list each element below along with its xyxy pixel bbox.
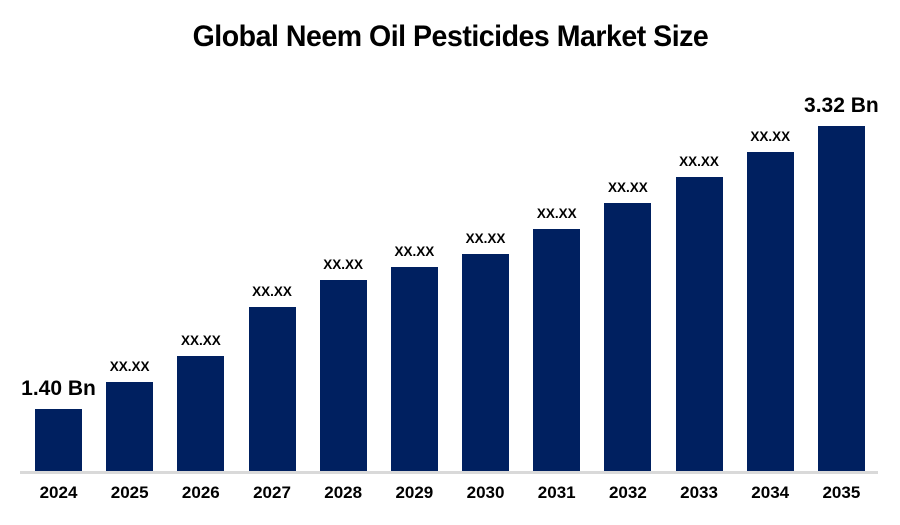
bar-2035: [817, 126, 865, 471]
value-label-2031: XX.XX: [536, 205, 577, 221]
x-axis-line: [20, 471, 878, 474]
x-axis-label-2027: 2027: [253, 483, 291, 502]
bar-2031: [533, 229, 581, 471]
bar-column-2030: XX.XX: [462, 230, 510, 471]
bar-2025: [106, 382, 154, 471]
bar-column-2031: XX.XX: [533, 205, 581, 471]
chart-title-wrap: Global Neem Oil Pesticides Market Size: [0, 20, 900, 54]
x-axis-label-2029: 2029: [395, 483, 434, 502]
value-label-2024: 1.40 Bn: [21, 377, 96, 400]
x-axis-label-2028: 2028: [324, 483, 363, 502]
value-label-2034: XX.XX: [750, 128, 791, 144]
bar-column-2027: XX.XX: [248, 283, 296, 471]
x-axis-label-2025: 2025: [110, 483, 149, 502]
value-label-2028: XX.XX: [323, 256, 364, 272]
bar-column-2025: XX.XX: [106, 358, 154, 471]
chart-title: Global Neem Oil Pesticides Market Size: [192, 20, 708, 53]
value-label-2029: XX.XX: [394, 243, 435, 259]
bar-2024: [35, 409, 82, 471]
value-label-2035: 3.32 Bn: [804, 94, 879, 117]
x-axis-label-2024: 2024: [39, 483, 78, 502]
x-axis-label-2031: 2031: [537, 483, 576, 502]
bar-column-2032: XX.XX: [604, 179, 652, 471]
bar-2027: [248, 307, 296, 471]
value-label-2030: XX.XX: [465, 230, 506, 246]
bar-2026: [177, 356, 225, 471]
bar-column-2033: XX.XX: [675, 153, 723, 471]
x-axis-label-2030: 2030: [466, 483, 505, 502]
bar-column-2029: XX.XX: [390, 243, 438, 471]
bar-2030: [462, 254, 510, 471]
bar-2034: [746, 152, 794, 471]
x-axis-label-2026: 2026: [181, 483, 220, 502]
value-label-2027: XX.XX: [252, 283, 292, 299]
bar-column-2026: XX.XX: [177, 332, 225, 471]
bar-2033: [675, 177, 723, 471]
x-axis-label-2032: 2032: [608, 483, 647, 502]
bars-row: 1.40 Bn XX.XX XX.XX XX.XX XX.XX XX.XX XX.XX XX.…: [21, 0, 879, 471]
bar-column-2035: 3.32 Bn: [804, 95, 879, 471]
bar-2028: [319, 280, 367, 471]
x-axis-label-2035: 2035: [822, 483, 861, 502]
value-label-2032: XX.XX: [607, 179, 648, 195]
x-axis-label-2033: 2033: [680, 483, 718, 502]
value-label-2033: XX.XX: [679, 153, 719, 169]
bar-column-2024: 1.40 Bn: [21, 378, 96, 471]
value-label-2025: XX.XX: [109, 358, 150, 374]
bar-column-2028: XX.XX: [319, 256, 367, 471]
x-axis-labels-row: 2024 2025 2026 2027 2028 2029 2030 2031 2032 2033…: [35, 483, 865, 503]
bar-column-2034: XX.XX: [746, 128, 794, 471]
bar-2029: [390, 267, 438, 471]
x-axis-label-2034: 2034: [751, 483, 790, 502]
bar-2032: [604, 203, 652, 471]
value-label-2026: XX.XX: [180, 332, 221, 348]
